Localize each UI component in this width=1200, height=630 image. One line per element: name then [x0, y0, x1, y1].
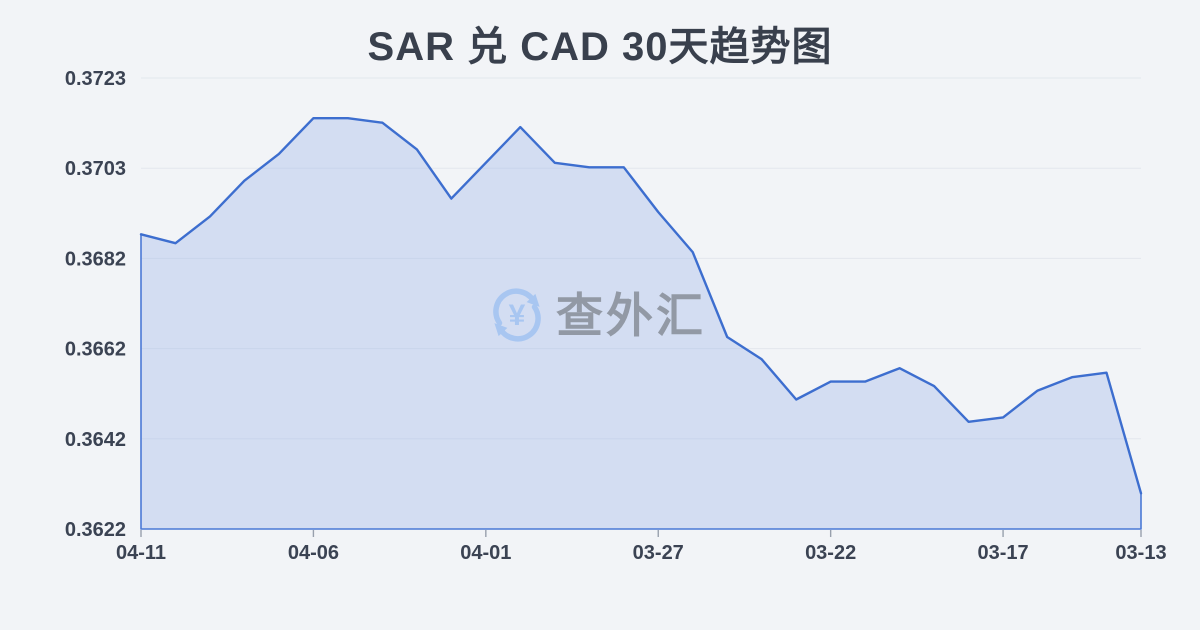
x-axis-label: 03-22 — [805, 542, 856, 564]
yen-exchange-icon: ¥ — [493, 288, 541, 342]
line-layer — [139, 116, 1143, 495]
y-axis-label: 0.3703 — [65, 158, 126, 180]
watermark: ¥ 查外汇 — [493, 288, 706, 342]
x-axis-label: 04-01 — [460, 542, 511, 564]
y-axis-label: 0.3622 — [65, 519, 126, 541]
x-axis-label: 04-11 — [116, 542, 166, 564]
trend-line — [139, 116, 1143, 495]
yen-symbol: ¥ — [509, 299, 526, 332]
x-axis-label: 03-13 — [1115, 542, 1166, 564]
y-axis-label: 0.3642 — [65, 429, 126, 451]
y-axis-label: 0.3682 — [65, 248, 126, 270]
y-axis-label: 0.3662 — [65, 339, 126, 361]
x-axis-label: 04-06 — [288, 542, 339, 564]
x-axis-label: 03-17 — [977, 542, 1028, 564]
axis-layer: 0.3723 0.3703 0.3682 0.3662 0.3642 0.362204-1… — [65, 68, 1167, 564]
chart-title: SAR 兑 CAD 30天趋势图 — [367, 25, 833, 69]
x-axis-label: 03-27 — [633, 542, 684, 564]
watermark-text: 查外汇 — [556, 289, 706, 342]
y-axis-label: 0.3723 — [65, 68, 126, 90]
